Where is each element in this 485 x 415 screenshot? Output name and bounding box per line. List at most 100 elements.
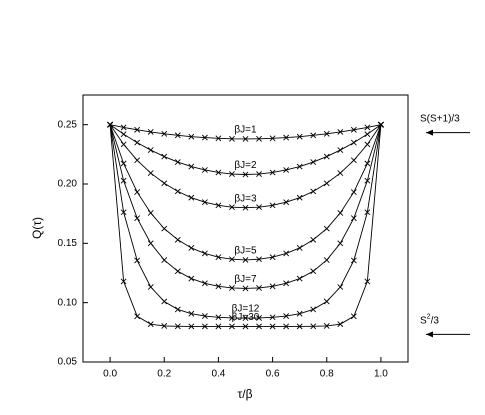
marker bbox=[377, 121, 384, 128]
marker bbox=[310, 236, 317, 243]
y-axis-title: Q(τ) bbox=[30, 217, 44, 239]
marker bbox=[283, 199, 290, 206]
marker bbox=[283, 323, 290, 330]
y-tick-label: 0.15 bbox=[58, 238, 78, 249]
marker bbox=[215, 135, 222, 142]
marker bbox=[283, 167, 290, 173]
marker bbox=[201, 250, 208, 257]
marker bbox=[147, 147, 154, 153]
marker bbox=[134, 313, 141, 320]
marker bbox=[188, 194, 195, 201]
marker bbox=[215, 169, 222, 176]
marker bbox=[188, 133, 195, 140]
marker bbox=[323, 225, 330, 232]
x-tick-label: 0.8 bbox=[320, 369, 334, 380]
marker bbox=[161, 225, 168, 232]
x-axis-title: τ/β bbox=[238, 387, 253, 401]
marker bbox=[256, 171, 262, 177]
marker bbox=[364, 177, 371, 184]
marker bbox=[337, 240, 344, 247]
marker bbox=[256, 204, 262, 211]
marker bbox=[147, 170, 154, 177]
series-line bbox=[109, 124, 382, 319]
marker bbox=[242, 257, 249, 263]
marker bbox=[269, 314, 276, 321]
series-label: βJ=2 bbox=[234, 160, 257, 171]
marker bbox=[296, 245, 303, 251]
marker bbox=[283, 313, 290, 319]
marker bbox=[310, 132, 317, 139]
marker bbox=[364, 141, 371, 148]
marker bbox=[350, 139, 357, 146]
marker bbox=[161, 153, 168, 160]
marker bbox=[174, 323, 181, 330]
marker bbox=[296, 163, 303, 170]
marker bbox=[310, 306, 317, 313]
marker bbox=[229, 285, 235, 291]
annotation: S2/3 bbox=[420, 313, 439, 326]
marker bbox=[269, 135, 276, 142]
annotation-base: S bbox=[420, 315, 427, 326]
series-label: βJ=3 bbox=[234, 193, 257, 204]
marker bbox=[310, 323, 317, 330]
marker bbox=[310, 159, 317, 165]
marker bbox=[174, 306, 181, 313]
marker bbox=[256, 135, 262, 142]
marker bbox=[201, 323, 208, 330]
marker bbox=[161, 130, 168, 137]
marker bbox=[242, 204, 249, 211]
marker bbox=[337, 284, 344, 290]
marker bbox=[337, 128, 344, 135]
marker bbox=[364, 124, 371, 131]
marker bbox=[134, 157, 141, 164]
y-tick-label: 0.20 bbox=[58, 179, 78, 190]
series-label: βJ=30 bbox=[232, 312, 260, 323]
marker bbox=[161, 298, 168, 305]
marker bbox=[337, 147, 344, 153]
x-tick-label: 0.0 bbox=[103, 369, 117, 380]
marker bbox=[229, 204, 235, 211]
marker bbox=[120, 278, 127, 285]
marker bbox=[134, 215, 141, 222]
plot-frame bbox=[82, 94, 409, 363]
marker bbox=[229, 135, 235, 142]
marker bbox=[296, 133, 303, 140]
marker bbox=[256, 256, 262, 263]
marker bbox=[350, 257, 357, 264]
marker bbox=[242, 135, 249, 142]
series-label: βJ=7 bbox=[234, 274, 257, 285]
series-line bbox=[109, 124, 382, 327]
marker bbox=[229, 171, 235, 177]
y-tick-label: 0.25 bbox=[58, 119, 78, 130]
marker bbox=[283, 134, 290, 141]
marker bbox=[201, 199, 208, 206]
marker bbox=[323, 323, 330, 329]
marker bbox=[161, 180, 168, 187]
marker bbox=[269, 254, 276, 261]
marker bbox=[229, 256, 235, 263]
marker bbox=[147, 284, 154, 290]
marker bbox=[147, 210, 154, 216]
arrow-head bbox=[426, 331, 433, 338]
marker bbox=[269, 169, 276, 176]
marker bbox=[296, 275, 303, 282]
marker bbox=[120, 209, 127, 216]
x-tick-label: 1.0 bbox=[374, 369, 388, 380]
marker bbox=[242, 171, 249, 178]
marker bbox=[337, 210, 344, 216]
series-label: βJ=12 bbox=[232, 304, 260, 315]
marker bbox=[120, 141, 127, 148]
marker bbox=[174, 236, 181, 243]
marker bbox=[120, 124, 127, 131]
marker bbox=[134, 139, 141, 146]
marker bbox=[215, 323, 222, 330]
marker bbox=[161, 257, 168, 263]
marker bbox=[350, 126, 357, 133]
marker bbox=[364, 278, 371, 285]
marker bbox=[229, 315, 235, 321]
marker bbox=[215, 254, 222, 261]
series-line bbox=[109, 124, 382, 261]
marker bbox=[323, 153, 330, 160]
marker bbox=[215, 314, 222, 321]
